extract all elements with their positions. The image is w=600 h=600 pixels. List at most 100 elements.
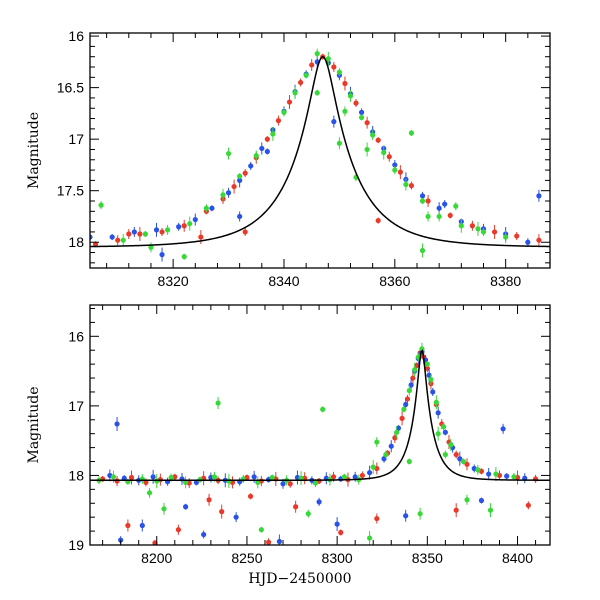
- data-point: [128, 474, 135, 481]
- data-point: [469, 223, 476, 229]
- y-tick-label: 16: [68, 328, 84, 344]
- y-tick-label: 19: [68, 537, 84, 553]
- series-2: [107, 348, 528, 545]
- x-tick-label: 8250: [231, 550, 262, 566]
- data-point: [192, 216, 198, 223]
- data-point: [419, 193, 426, 199]
- data-point: [264, 148, 270, 155]
- data-point: [374, 515, 380, 522]
- data-point: [453, 203, 459, 209]
- data-point: [276, 538, 283, 545]
- data-point: [419, 247, 426, 254]
- data-point: [395, 425, 402, 431]
- data-point: [397, 169, 403, 175]
- data-point: [435, 431, 441, 437]
- data-point: [442, 451, 448, 458]
- data-point: [168, 474, 174, 481]
- y-tick-label: 17: [68, 131, 84, 147]
- data-point: [436, 213, 442, 220]
- data-point: [430, 389, 436, 395]
- data-point: [150, 474, 156, 480]
- data-point: [433, 399, 439, 405]
- data-point: [164, 227, 171, 233]
- x-axis-label: HJD−2450000: [248, 571, 351, 587]
- data-point: [447, 212, 453, 219]
- data-point: [193, 479, 200, 485]
- data-point: [120, 237, 126, 243]
- data-point: [487, 507, 494, 513]
- series-1: [100, 348, 539, 545]
- data-point: [448, 442, 454, 448]
- data-point: [309, 62, 315, 68]
- data-point: [525, 502, 531, 508]
- data-point: [159, 252, 165, 258]
- data-point: [525, 239, 531, 245]
- data-point: [475, 467, 481, 473]
- data-point: [410, 375, 416, 381]
- data-point: [270, 131, 276, 137]
- data-point: [137, 231, 143, 237]
- data-point: [152, 540, 158, 545]
- data-point: [115, 237, 121, 243]
- data-point: [375, 137, 381, 143]
- data-point: [314, 51, 320, 57]
- data-point: [209, 205, 215, 211]
- data-point: [424, 365, 430, 371]
- data-point: [353, 100, 359, 106]
- data-point: [325, 56, 331, 62]
- data-point: [358, 114, 365, 121]
- data-point: [536, 237, 542, 243]
- x-tick-label: 8350: [412, 550, 443, 566]
- data-point: [233, 514, 239, 520]
- data-point: [442, 429, 448, 435]
- data-point: [364, 120, 370, 126]
- x-tick-label: 8360: [379, 273, 410, 289]
- data-point: [264, 136, 270, 142]
- data-point: [253, 153, 259, 159]
- data-point: [457, 456, 463, 462]
- data-point: [139, 522, 145, 529]
- data-point: [381, 149, 387, 156]
- bottom-panel: 8200 8250 8300 8350 8400 16 17 18 19 Magnitude HJD…: [26, 304, 551, 587]
- y-axis-label: Magnitude: [26, 112, 42, 189]
- data-point: [403, 513, 409, 519]
- data-point: [458, 223, 464, 229]
- data-point: [428, 376, 434, 383]
- data-point: [248, 163, 254, 169]
- data-point: [480, 229, 487, 235]
- data-point: [401, 406, 407, 412]
- data-point: [342, 80, 348, 87]
- data-point: [408, 382, 414, 388]
- data-point: [375, 217, 381, 224]
- data-point: [198, 234, 204, 240]
- data-point: [176, 224, 182, 230]
- data-point: [148, 244, 154, 250]
- data-point: [312, 480, 319, 486]
- data-point: [392, 435, 398, 441]
- data-point: [258, 527, 264, 533]
- data-point: [320, 406, 326, 412]
- data-point: [330, 474, 337, 480]
- data-point: [347, 93, 354, 99]
- data-point: [142, 231, 149, 237]
- data-point: [126, 231, 132, 237]
- data-point: [370, 464, 376, 470]
- data-point: [352, 474, 358, 480]
- y-tick-label: 17: [68, 398, 84, 414]
- data-point: [219, 509, 225, 515]
- data-point: [298, 79, 304, 86]
- data-point: [408, 130, 415, 136]
- data-point: [292, 90, 298, 96]
- data-point: [110, 474, 117, 480]
- data-point: [161, 506, 167, 512]
- data-point: [403, 181, 409, 188]
- data-point: [412, 367, 418, 373]
- data-point: [175, 527, 181, 533]
- data-point: [388, 443, 394, 449]
- data-point: [121, 475, 127, 481]
- data-point: [493, 471, 499, 477]
- data-point: [183, 479, 189, 485]
- data-point: [265, 539, 272, 545]
